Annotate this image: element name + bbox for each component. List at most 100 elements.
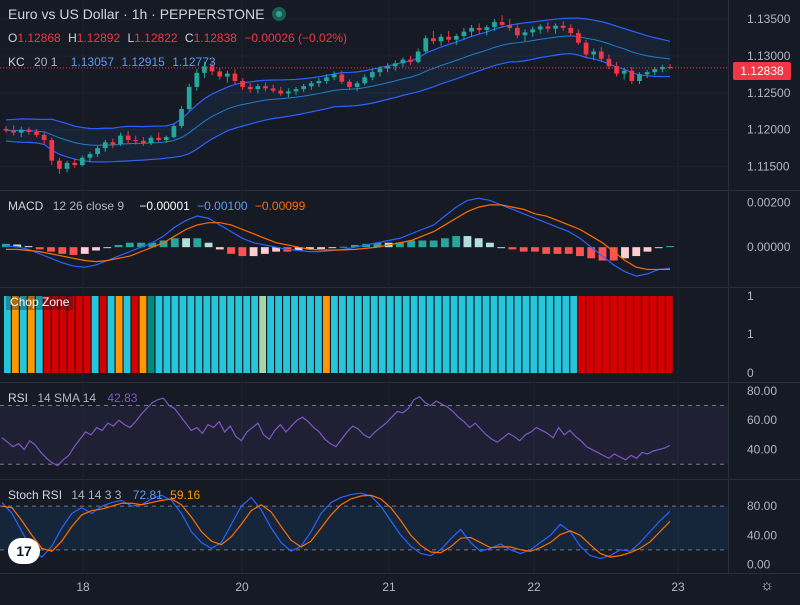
candle-body xyxy=(362,77,368,84)
chop-zone-bar xyxy=(11,296,19,373)
chop-zone-bar xyxy=(227,296,235,373)
kc-params: 20 1 xyxy=(34,55,58,69)
chop-zone-bar xyxy=(378,296,386,373)
candle-body xyxy=(438,36,444,42)
candle-body xyxy=(484,27,490,31)
settings-gear-icon[interactable]: ☼ xyxy=(760,577,774,594)
chop-zone-bar xyxy=(394,296,402,373)
chop-zone-bar xyxy=(139,296,147,373)
candle-body xyxy=(217,71,223,77)
candle-body xyxy=(110,142,116,145)
chop-zone-bar xyxy=(666,296,673,373)
candle-body xyxy=(415,51,421,62)
symbol-title[interactable]: Euro vs US Dollar · 1h · PEPPERSTONE xyxy=(8,6,265,22)
chop-zone-bar xyxy=(27,296,35,373)
macd-hist-bar xyxy=(35,247,44,250)
candle-body xyxy=(278,90,284,94)
last-price-tag: 1.12838 xyxy=(733,62,791,80)
candle-body xyxy=(186,86,192,110)
tradingview-logo[interactable]: 17 xyxy=(8,538,40,564)
chop-zone-bar xyxy=(19,296,27,373)
price-tick-label: 1.11500 xyxy=(747,160,790,174)
stoch-legend[interactable]: Stoch RSI 14 14 3 3 72.81 59.16 xyxy=(8,488,200,502)
candle-body xyxy=(606,58,612,67)
macd-hist-bar xyxy=(373,242,382,248)
macd-hist-bar xyxy=(80,247,89,254)
chop-zone-bar xyxy=(594,296,602,373)
candle-body xyxy=(41,134,47,141)
macd-tick-label: 0.00000 xyxy=(747,240,791,254)
high-value: 1.12892 xyxy=(76,31,121,45)
candle-body xyxy=(87,154,93,158)
macd-legend[interactable]: MACD 12 26 close 9 −0.00001 −0.00100 −0.… xyxy=(8,199,305,213)
chop-tick-label: 0 xyxy=(747,366,754,380)
macd-hist-bar xyxy=(328,247,337,249)
macd-hist-bar xyxy=(587,247,596,259)
candle-body xyxy=(660,67,665,70)
chop-zone-bar xyxy=(35,296,43,373)
chop-zone-bar xyxy=(155,296,163,373)
low-value: 1.12822 xyxy=(134,31,178,45)
chop-zone-bar xyxy=(59,296,67,373)
x-tick-label: 22 xyxy=(527,580,541,594)
candle-body xyxy=(354,83,360,87)
candle-body xyxy=(446,36,452,40)
price-tick-label: 1.12500 xyxy=(747,86,791,100)
chop-zone-bar xyxy=(219,296,227,373)
kc-legend[interactable]: KC 20 1 1.13057 1.12915 1.12773 xyxy=(8,55,216,69)
chop-zone-bar xyxy=(634,296,641,373)
stoch-tick-label: 0.00 xyxy=(747,557,771,571)
macd-params: 12 26 close 9 xyxy=(52,199,125,213)
close-key: C xyxy=(184,31,194,45)
candle-body xyxy=(255,86,261,90)
chop-zone-bar xyxy=(570,296,578,373)
macd-hist-bar xyxy=(666,246,674,248)
macd-hist-bar xyxy=(305,247,314,250)
macd-hist-bar xyxy=(542,247,551,254)
kc-middle-value: 1.12915 xyxy=(121,55,165,69)
macd-hist-bar xyxy=(576,247,584,257)
chop-zone-bar xyxy=(171,296,179,373)
candle-body xyxy=(232,73,238,82)
candle-body xyxy=(568,27,574,34)
close-value: 1.12838 xyxy=(193,31,237,45)
macd-hist-bar xyxy=(24,246,33,248)
rsi-legend[interactable]: RSI 14 SMA 14 42.83 xyxy=(8,391,137,405)
macd-hist-bar xyxy=(418,240,427,248)
candle-body xyxy=(26,129,32,132)
macd-hist-bar xyxy=(429,240,438,248)
candle-body xyxy=(583,42,589,55)
chop-zone-bar xyxy=(402,296,410,373)
macd-hist-bar xyxy=(474,238,483,248)
chop-zone-bar xyxy=(610,296,617,373)
chop-zone-bar xyxy=(474,296,482,373)
candle-body xyxy=(286,91,291,94)
chop-zone-bar xyxy=(362,296,370,373)
chop-zone-bar xyxy=(530,296,538,373)
chop-zone-bar xyxy=(466,296,474,373)
candle-body xyxy=(209,66,215,72)
stoch-k-line xyxy=(1,492,671,560)
macd-hist-bar xyxy=(553,247,562,254)
chop-zone-bar xyxy=(243,296,251,373)
chop-zone-bar xyxy=(586,296,594,373)
chop-zone-legend[interactable]: Chop Zone xyxy=(6,294,74,310)
candle-body xyxy=(18,129,24,133)
macd-hist-bar xyxy=(395,242,404,248)
candle-body xyxy=(598,51,604,59)
candle-body xyxy=(308,83,314,87)
candle-body xyxy=(507,24,513,28)
chop-zone-bar xyxy=(418,296,426,373)
chop-zone-bar xyxy=(99,296,107,373)
chop-zone-bar xyxy=(506,296,514,373)
high-key: H xyxy=(68,31,77,45)
chop-zone-bar xyxy=(434,296,442,373)
rsi-params: 14 SMA 14 xyxy=(37,391,97,405)
candle-body xyxy=(224,73,230,77)
kc-name: KC xyxy=(8,55,25,69)
kc-lower-line xyxy=(5,53,671,163)
macd-tick-label: 0.00200 xyxy=(747,196,791,210)
candle-body xyxy=(324,77,329,82)
